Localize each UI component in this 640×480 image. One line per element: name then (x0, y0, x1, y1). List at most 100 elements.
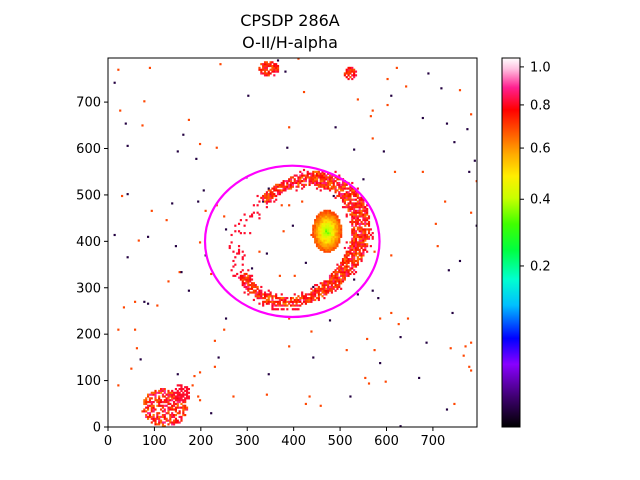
heatmap-cell (150, 397, 153, 400)
heatmap-cell (341, 180, 345, 183)
heatmap-cell (315, 187, 319, 190)
heatmap-cell (345, 269, 348, 272)
heatmap-cell (327, 280, 330, 283)
heatmap-cell (291, 302, 294, 305)
heatmap-cell (163, 399, 166, 402)
heatmap-cell (349, 206, 352, 209)
heatmap-cell (312, 293, 315, 296)
heatmap-cell (243, 291, 246, 294)
heatmap-cell (475, 180, 477, 183)
heatmap-cell (327, 172, 330, 175)
heatmap-cell (353, 237, 356, 240)
heatmap-cell (321, 287, 324, 290)
heatmap-cell (269, 295, 272, 298)
heatmap-cell (267, 70, 270, 73)
heatmap-cell (178, 406, 181, 409)
heatmap-cell (241, 256, 244, 259)
heatmap-cell (321, 170, 324, 173)
heatmap-cell (356, 259, 359, 263)
heatmap-cell (148, 393, 152, 396)
heatmap-cell (295, 300, 298, 303)
heatmap-cell (371, 232, 374, 235)
heatmap-cell (340, 261, 343, 264)
heatmap-cell (353, 189, 356, 192)
heatmap-cell (332, 245, 335, 248)
heatmap-cell (278, 274, 281, 277)
heatmap-cell (336, 181, 339, 185)
heatmap-cell (360, 258, 363, 261)
heatmap-cell (338, 226, 341, 229)
heatmap-cell (332, 219, 335, 222)
heatmap-cell (336, 237, 339, 240)
heatmap-cell (152, 414, 155, 417)
heatmap-cell (130, 367, 133, 370)
heatmap-cell (341, 259, 345, 263)
heatmap-cell (161, 414, 164, 417)
heatmap-cell (327, 230, 330, 233)
heatmap-cell (336, 241, 339, 244)
heatmap-cell (315, 222, 319, 225)
heatmap-cell (351, 271, 354, 274)
heatmap-cell (150, 410, 153, 413)
heatmap-cell (362, 213, 365, 216)
heatmap-cell (358, 248, 361, 251)
y-tick-label: 500 (76, 188, 101, 203)
heatmap-cell (314, 233, 317, 237)
heatmap-cell (286, 187, 289, 190)
heatmap-cell (165, 219, 168, 222)
heatmap-cell (275, 187, 278, 190)
heatmap-cell (254, 291, 257, 294)
heatmap-cell (358, 222, 361, 225)
heatmap-cell (332, 233, 335, 237)
heatmap-cell (345, 263, 348, 266)
heatmap-cell (232, 274, 235, 277)
heatmap-cell (148, 401, 152, 404)
heatmap-cell (271, 194, 274, 198)
heatmap-cell (289, 298, 293, 302)
heatmap-cell (247, 278, 250, 281)
heatmap-cell (278, 193, 281, 196)
heatmap-cell (154, 417, 157, 420)
heatmap-cell (343, 187, 346, 190)
heatmap-cell (178, 388, 181, 391)
heatmap-cell (323, 187, 326, 190)
heatmap-cell (314, 241, 317, 244)
heatmap-cell (178, 397, 181, 400)
heatmap-cell (353, 243, 356, 246)
heatmap-cell (358, 215, 361, 218)
heatmap-cell (158, 415, 161, 419)
heatmap-cell (345, 252, 348, 255)
heatmap-cell (328, 215, 332, 218)
heatmap-cell (319, 215, 322, 218)
heatmap-cell (353, 211, 356, 214)
heatmap-cell (358, 237, 361, 240)
heatmap-cell (262, 304, 265, 307)
heatmap-cell (176, 401, 179, 404)
heatmap-cell (178, 412, 181, 415)
heatmap-cell (341, 258, 345, 261)
heatmap-cell (156, 304, 159, 307)
heatmap-cell (291, 308, 294, 311)
heatmap-cell (328, 174, 332, 177)
heatmap-cell (353, 265, 356, 268)
heatmap-cell (351, 232, 354, 235)
heatmap-cell (356, 258, 359, 261)
heatmap-cell (330, 187, 333, 190)
heatmap-cell (293, 180, 296, 183)
heatmap-cell (163, 414, 166, 417)
heatmap-cell (321, 284, 324, 287)
heatmap-cell (466, 128, 469, 131)
heatmap-cell (312, 178, 315, 181)
heatmap-cell (258, 295, 261, 298)
heatmap-cell (301, 180, 304, 183)
heatmap-cell (358, 198, 361, 201)
heatmap-cell (315, 237, 319, 240)
heatmap-cell (354, 219, 358, 222)
heatmap-cell (364, 222, 367, 225)
heatmap-cell (334, 191, 337, 194)
heatmap-cell (338, 269, 341, 272)
heatmap-cell (332, 280, 335, 283)
heatmap-cell (178, 399, 181, 402)
heatmap-cell (148, 397, 152, 400)
heatmap-cell (312, 226, 315, 229)
